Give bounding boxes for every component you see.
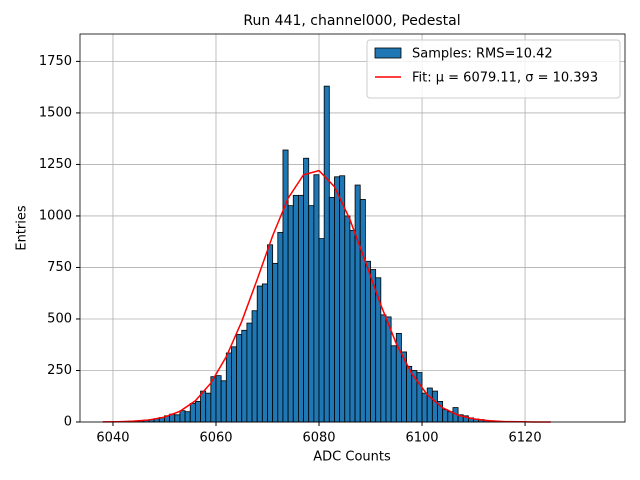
bar: [200, 390, 207, 423]
bar: [313, 174, 320, 423]
bar: [328, 197, 335, 423]
bar: [246, 322, 253, 423]
bar: [287, 205, 294, 423]
bar: [303, 157, 310, 423]
y-axis-label: Entries: [15, 205, 30, 251]
bar: [179, 410, 186, 423]
bar: [344, 215, 351, 423]
x-tick-label: 6040: [96, 431, 129, 446]
y-tick-label: 1750: [39, 54, 72, 69]
y-tick-label: 750: [47, 260, 72, 275]
bar: [261, 283, 268, 423]
bar: [390, 345, 397, 423]
bar: [184, 411, 191, 423]
fit-line: [102, 169, 551, 423]
bar: [220, 380, 227, 423]
bar: [359, 199, 366, 423]
bar: [272, 262, 279, 423]
bar: [323, 85, 330, 423]
bar: [277, 232, 284, 423]
bar: [298, 194, 304, 423]
legend-patch: [374, 47, 402, 59]
chart-title: Run 441, channel000, Pedestal: [243, 13, 460, 29]
legend-box: [366, 39, 621, 99]
bar: [370, 269, 377, 423]
y-tick-label: 0: [64, 415, 72, 430]
bar: [231, 346, 237, 423]
bar: [354, 184, 361, 423]
y-tick-label: 1500: [39, 105, 72, 120]
y-tick-label: 500: [47, 311, 72, 326]
bar: [267, 244, 274, 423]
bar: [364, 260, 371, 423]
bar: [210, 376, 217, 423]
legend-label: Fit: μ = 6079.11, σ = 10.393: [412, 71, 598, 86]
bar: [318, 238, 325, 423]
bar: [442, 409, 449, 423]
bar: [282, 149, 289, 423]
y-tick-label: 1000: [39, 208, 72, 223]
bar: [241, 329, 248, 423]
x-tick-label: 6120: [509, 431, 542, 446]
bar: [431, 390, 438, 423]
bar: [426, 387, 433, 423]
bar: [292, 194, 299, 423]
bar: [225, 352, 232, 423]
bar: [339, 175, 346, 423]
y-tick-label: 1250: [39, 157, 72, 172]
bar: [416, 372, 423, 423]
bar: [251, 310, 258, 423]
bar: [447, 411, 454, 423]
x-axis-label: ADC Counts: [313, 450, 391, 465]
bar: [215, 375, 222, 423]
x-tick-label: 6060: [199, 431, 232, 446]
bar: [385, 316, 392, 423]
bar: [421, 392, 428, 423]
x-tick-label: 6080: [302, 431, 335, 446]
grid: [80, 34, 625, 423]
bar: [236, 334, 243, 423]
bar: [308, 205, 315, 423]
bar: [194, 400, 201, 423]
x-tick-label: 6100: [405, 431, 438, 446]
bar: [205, 392, 212, 423]
bar: [380, 314, 387, 423]
bar: [334, 176, 341, 423]
bar: [189, 403, 196, 423]
bar: [406, 365, 413, 423]
legend-label: Samples: RMS=10.42: [412, 47, 553, 62]
bar: [349, 229, 356, 423]
plot-frame: [79, 33, 626, 423]
bar: [256, 285, 263, 423]
bar: [174, 414, 181, 423]
y-tick-label: 250: [47, 363, 72, 378]
